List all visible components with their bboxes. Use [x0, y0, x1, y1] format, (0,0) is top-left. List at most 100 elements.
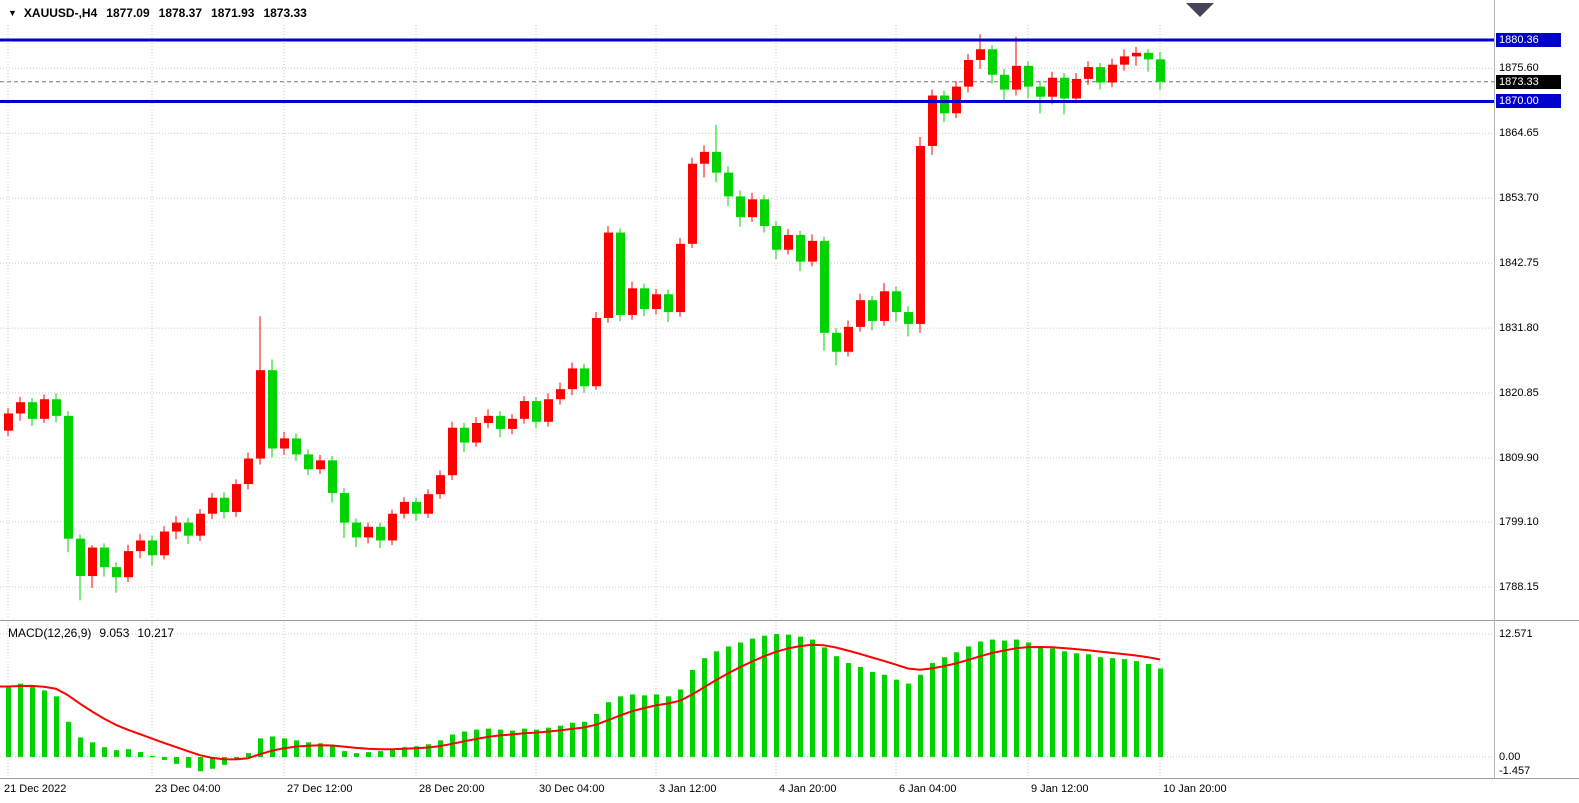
- macd-histogram-bar: [426, 744, 431, 757]
- macd-histogram-bar: [258, 738, 263, 757]
- macd-histogram-bar: [1026, 642, 1031, 757]
- candle-body: [592, 317, 601, 387]
- macd-histogram-bar: [678, 689, 683, 757]
- candle-body: [748, 199, 757, 218]
- macd-histogram-bar: [1038, 646, 1043, 757]
- macd-histogram-bar: [330, 746, 335, 757]
- macd-histogram-bar: [1110, 658, 1115, 757]
- macd-histogram-bar: [966, 646, 971, 757]
- macd-scale-label: 0.00: [1499, 751, 1521, 763]
- symbol-info: ▼ XAUUSD-,H4 1877.09 1878.37 1871.93 187…: [8, 6, 307, 20]
- macd-signal-value: 10.217: [137, 626, 175, 640]
- macd-histogram-bar: [654, 694, 659, 757]
- time-tick-label: 21 Dec 2022: [4, 783, 67, 795]
- macd-histogram-bar: [354, 753, 359, 757]
- candle-body: [424, 494, 433, 514]
- candle-body: [928, 95, 937, 146]
- macd-histogram-bar: [6, 686, 11, 757]
- candle-body: [880, 291, 889, 321]
- macd-histogram-bar: [1014, 639, 1019, 757]
- time-tick-label: 28 Dec 20:00: [419, 783, 485, 795]
- macd-histogram-bar: [894, 679, 899, 757]
- macd-histogram-bar: [534, 729, 539, 757]
- time-tick-label: 4 Jan 20:00: [779, 783, 837, 795]
- candle-body: [640, 288, 649, 310]
- macd-histogram-bar: [930, 663, 935, 757]
- candle-body: [376, 526, 385, 541]
- candle-body: [604, 232, 613, 318]
- macd-histogram-bar: [42, 690, 47, 757]
- macd-histogram-bar: [54, 696, 59, 757]
- candle-body: [712, 151, 721, 173]
- candle-body: [784, 234, 793, 250]
- macd-histogram-bar: [822, 647, 827, 757]
- macd-histogram-bar: [198, 757, 203, 772]
- macd-histogram-bar: [714, 651, 719, 757]
- candle-body: [412, 501, 421, 514]
- macd-histogram-bar: [1122, 659, 1127, 757]
- macd-histogram-bar: [366, 752, 371, 757]
- macd-histogram-bar: [1050, 648, 1055, 757]
- candle-body: [244, 458, 253, 485]
- macd-histogram-bar: [906, 683, 911, 757]
- macd-histogram-bar: [90, 742, 95, 757]
- macd-histogram-bar: [390, 749, 395, 757]
- price-tick-label: 1864.65: [1499, 127, 1539, 140]
- candle-body: [652, 294, 661, 310]
- candle-body: [1060, 77, 1069, 99]
- macd-histogram-bar: [978, 641, 983, 757]
- macd-histogram-bar: [1086, 654, 1091, 757]
- time-tick-label: 9 Jan 12:00: [1031, 783, 1089, 795]
- price-axis[interactable]: 1880.36 1870.00 1873.33 1875.60 1864.65 1853.…: [1495, 0, 1579, 779]
- candle-body: [232, 484, 241, 512]
- macd-histogram-bar: [522, 728, 527, 757]
- macd-histogram-bar: [294, 740, 299, 757]
- macd-histogram-bar: [702, 658, 707, 757]
- candle-body: [1072, 78, 1081, 99]
- macd-histogram-bar: [762, 635, 767, 757]
- price-tick-label: 1799.10: [1499, 516, 1539, 529]
- time-axis[interactable]: 21 Dec 2022 23 Dec 04:00 27 Dec 12:00 28 De…: [0, 780, 1579, 803]
- candle-body: [1024, 65, 1033, 87]
- candle-body: [328, 460, 337, 493]
- ohlc-low-value: 1871.93: [211, 6, 255, 20]
- macd-histogram-bar: [1158, 668, 1163, 757]
- price-tick-label: 1831.80: [1499, 322, 1539, 335]
- candle-body: [448, 427, 457, 476]
- macd-histogram-bar: [174, 757, 179, 764]
- macd-histogram-bar: [1074, 653, 1079, 757]
- macd-histogram-bar: [486, 728, 491, 757]
- time-tick-label: 23 Dec 04:00: [155, 783, 221, 795]
- macd-histogram-bar: [546, 727, 551, 757]
- macd-histogram-bar: [138, 752, 143, 757]
- macd-histogram-bar: [1002, 640, 1007, 757]
- candle-body: [16, 402, 25, 414]
- candle-body: [364, 526, 373, 538]
- candle-body: [532, 401, 541, 422]
- macd-histogram-bar: [126, 749, 131, 757]
- macd-histogram-bar: [690, 669, 695, 757]
- candle-body: [1000, 74, 1009, 90]
- candle-body: [124, 551, 133, 578]
- candle-body: [460, 427, 469, 443]
- macd-histogram-bar: [606, 702, 611, 757]
- macd-histogram-bar: [18, 683, 23, 757]
- candle-body: [664, 294, 673, 313]
- macd-histogram-bar: [882, 674, 887, 757]
- candle-body: [916, 145, 925, 324]
- macd-histogram-bar: [594, 713, 599, 757]
- candle-body: [400, 501, 409, 514]
- macd-indicator-label: MACD(12,26,9) 9.053 10.217: [8, 626, 174, 640]
- candle-body: [40, 399, 49, 419]
- candle-body: [808, 240, 817, 262]
- macd-histogram-bar: [942, 657, 947, 757]
- price-tick-label: 1853.70: [1499, 192, 1539, 205]
- candle-body: [868, 300, 877, 321]
- macd-histogram-bar: [570, 722, 575, 757]
- collapse-ohlc-icon[interactable]: ▼: [8, 8, 17, 18]
- macd-histogram-bar: [870, 671, 875, 757]
- chart-scroll-marker-icon[interactable]: [1186, 3, 1214, 17]
- candle-body: [388, 513, 397, 541]
